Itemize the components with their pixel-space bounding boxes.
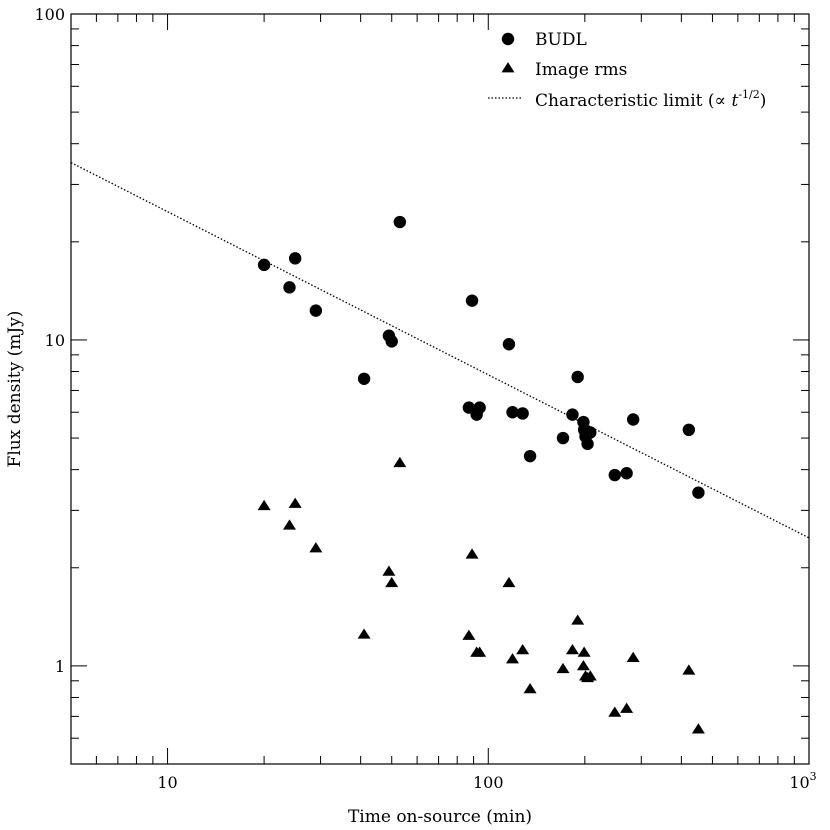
rms-point (682, 664, 696, 675)
budl-point (608, 468, 621, 482)
rms-point (257, 499, 271, 511)
rms-point (565, 643, 579, 655)
budl-point (506, 406, 519, 419)
budl-point (556, 431, 570, 445)
rms-point (382, 565, 396, 576)
rms-point (691, 723, 705, 734)
legend-rms-marker (501, 62, 515, 73)
y-tick-label: 10 (45, 331, 65, 350)
budl-point (516, 407, 529, 420)
legend-line-label-text: Characteristic limit (∝ (535, 91, 731, 111)
budl-point (283, 281, 296, 294)
y-axis-title: Flux density (mJy) (5, 311, 25, 468)
budl-point (357, 372, 371, 385)
rms-point (473, 646, 487, 657)
axis-ticks (70, 13, 810, 765)
characteristic-limit-line (70, 162, 810, 539)
budl-point (620, 467, 633, 480)
y-tick-label: 1 (55, 657, 65, 676)
budl-point (692, 486, 705, 499)
budl-point (385, 335, 398, 348)
budl-point (309, 304, 323, 317)
rms-point (357, 628, 371, 639)
legend-line-label-exponent: -1/2 (738, 88, 759, 101)
rms-point (288, 497, 302, 508)
legend-budl-label: BUDL (535, 30, 587, 50)
rms-point (576, 660, 590, 671)
x-tick-label: 103 (789, 770, 816, 792)
data-markers (257, 215, 705, 734)
rms-point (523, 683, 537, 694)
rms-point (583, 670, 597, 681)
budl-point (584, 426, 597, 439)
plot-frame (70, 13, 810, 765)
x-axis-title: Time on-source (min) (348, 807, 532, 827)
budl-point (581, 437, 594, 451)
rms-point (282, 519, 296, 530)
rms-point (309, 542, 323, 553)
rms-point (620, 702, 634, 713)
rms-point (465, 548, 479, 559)
rms-point (462, 629, 476, 640)
rms-point (516, 643, 530, 655)
legend-line-label-close: ) (760, 91, 767, 111)
budl-point (257, 258, 271, 272)
legend: BUDL Image rms Characteristic limit (∝ t-1… (488, 30, 766, 111)
legend-rms-label: Image rms (535, 60, 627, 80)
legend-budl-marker (501, 32, 515, 46)
x-tick-label: 10 (157, 773, 177, 792)
rms-point (506, 653, 520, 664)
budl-point (566, 408, 579, 421)
budl-point (473, 401, 486, 414)
rms-point (556, 662, 570, 674)
rms-point (393, 456, 407, 468)
fit-line-group (70, 162, 810, 539)
budl-point (465, 294, 479, 307)
budl-point (571, 370, 584, 384)
budl-point (288, 252, 302, 265)
budl-point (682, 423, 696, 437)
budl-point (523, 449, 537, 463)
tick-labels: 10 100 103 1 10 100 (34, 5, 816, 792)
legend-line-label: Characteristic limit (∝ t-1/2) (535, 88, 766, 111)
x-tick-label: 100 (473, 773, 504, 792)
rms-point (608, 706, 622, 717)
legend-line-label-variable: t (731, 91, 738, 111)
rms-point (571, 614, 585, 625)
budl-point (502, 338, 516, 351)
rms-point (626, 651, 640, 663)
budl-point (626, 413, 640, 426)
rms-point (385, 576, 399, 588)
budl-point (393, 215, 407, 229)
rms-point (577, 646, 591, 657)
x-tick-label-exponent: 3 (810, 770, 817, 783)
y-tick-label: 100 (34, 5, 65, 24)
rms-point (502, 576, 516, 588)
